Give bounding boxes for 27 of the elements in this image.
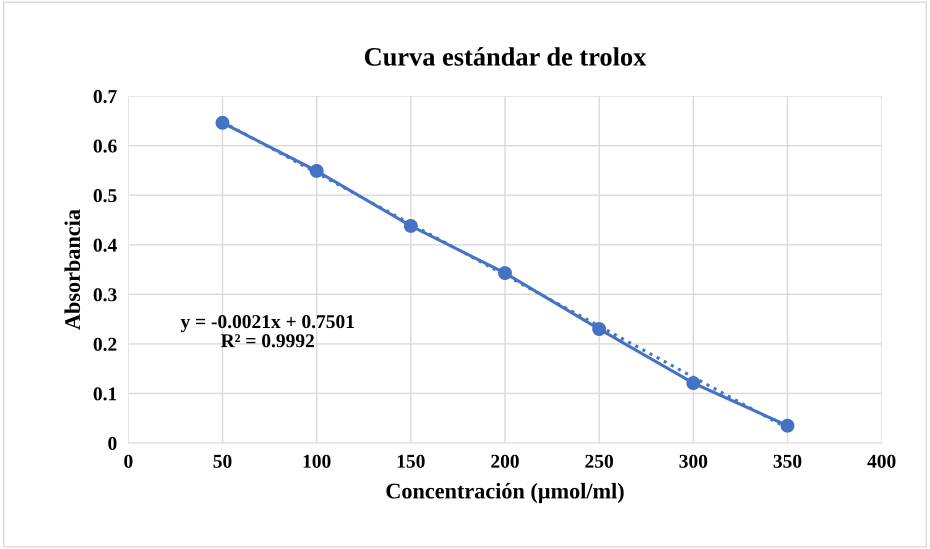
y-axis-title: Absorbancia [64,209,80,330]
x-tick-label: 150 [398,454,425,468]
point [686,376,700,390]
y-tick-label: 0.3 [94,288,117,302]
point [592,322,606,336]
x-tick-label: 300 [679,454,708,468]
x-axis-title: Concentración (µmol/ml) [386,482,624,504]
y-tick-label: 0 [108,436,116,450]
x-tick-label: 350 [774,454,802,468]
annotation: y = -0.0021x + 0.7501 [180,315,354,332]
x-tick-label: 0 [124,454,132,468]
point [310,164,324,178]
y-tick-label: 0.2 [94,338,116,351]
point [216,116,230,130]
y-tick-label: 0.5 [94,189,117,202]
x-tick-label: 200 [491,454,519,468]
chart-title: Curva estándar de trolox [364,47,646,66]
point [780,418,794,433]
y-tick-label: 0.4 [94,238,117,252]
x-tick-label: 100 [304,454,331,468]
y-tick-label: 0.7 [94,90,117,104]
y-tick-label: 0.6 [94,139,117,153]
x-tick-label: 400 [867,454,896,468]
y-tick-label: 0.1 [94,387,116,400]
x-tick-label: 50 [214,454,232,468]
x-tick-label: 250 [585,454,613,468]
annotation: R² = 0.9992 [220,334,314,348]
